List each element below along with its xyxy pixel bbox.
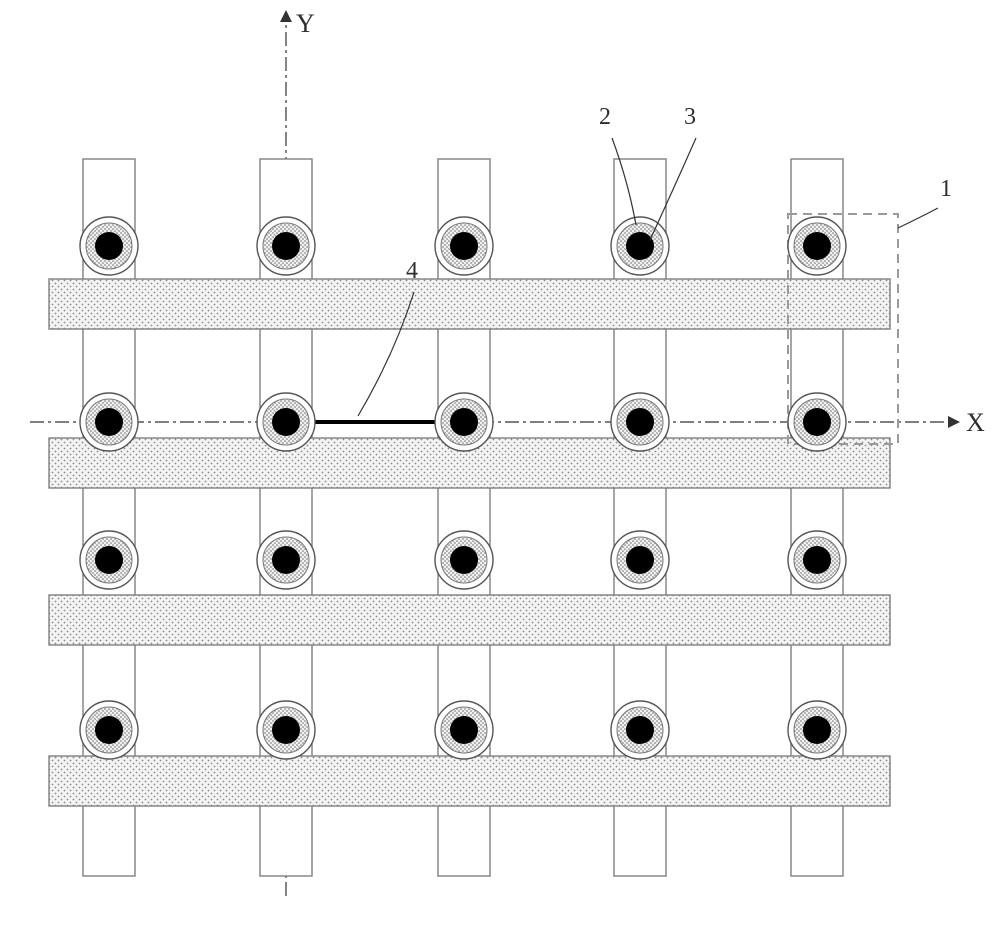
horizontal-band bbox=[49, 595, 890, 645]
node-core bbox=[272, 232, 300, 260]
node bbox=[435, 701, 493, 759]
node-core bbox=[272, 546, 300, 574]
horizontal-band bbox=[49, 756, 890, 806]
node-core bbox=[450, 716, 478, 744]
node-core bbox=[450, 408, 478, 436]
callout-2-label: 2 bbox=[599, 104, 611, 130]
node-core bbox=[803, 232, 831, 260]
node-core bbox=[95, 408, 123, 436]
callout-4-label: 4 bbox=[406, 258, 418, 284]
node bbox=[611, 701, 669, 759]
node-core bbox=[626, 408, 654, 436]
node bbox=[80, 217, 138, 275]
node bbox=[257, 217, 315, 275]
node-core bbox=[450, 232, 478, 260]
node-core bbox=[272, 716, 300, 744]
node bbox=[788, 217, 846, 275]
node bbox=[611, 531, 669, 589]
node bbox=[257, 701, 315, 759]
node-core bbox=[95, 232, 123, 260]
node-core bbox=[450, 546, 478, 574]
callout-3-label: 3 bbox=[684, 104, 696, 130]
node bbox=[788, 701, 846, 759]
node bbox=[435, 217, 493, 275]
node bbox=[80, 393, 138, 451]
node-core bbox=[626, 232, 654, 260]
node bbox=[80, 701, 138, 759]
node-core bbox=[626, 716, 654, 744]
callout-1-label: 1 bbox=[940, 176, 952, 202]
node-core bbox=[803, 546, 831, 574]
horizontal-band bbox=[49, 279, 890, 329]
node bbox=[257, 393, 315, 451]
node bbox=[257, 531, 315, 589]
node bbox=[788, 393, 846, 451]
node bbox=[611, 217, 669, 275]
node-core bbox=[626, 546, 654, 574]
node bbox=[80, 531, 138, 589]
node-core bbox=[803, 716, 831, 744]
node bbox=[788, 531, 846, 589]
node-core bbox=[95, 546, 123, 574]
node-core bbox=[95, 716, 123, 744]
node bbox=[611, 393, 669, 451]
y-axis-label: Y bbox=[296, 9, 315, 38]
node-core bbox=[803, 408, 831, 436]
node bbox=[435, 531, 493, 589]
node bbox=[435, 393, 493, 451]
node-core bbox=[272, 408, 300, 436]
x-axis-label: X bbox=[966, 408, 985, 437]
